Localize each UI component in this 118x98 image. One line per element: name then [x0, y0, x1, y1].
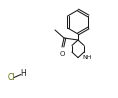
- Text: NH: NH: [82, 55, 91, 60]
- Text: H: H: [20, 69, 26, 78]
- Text: Cl: Cl: [7, 74, 15, 83]
- Text: O: O: [59, 51, 65, 57]
